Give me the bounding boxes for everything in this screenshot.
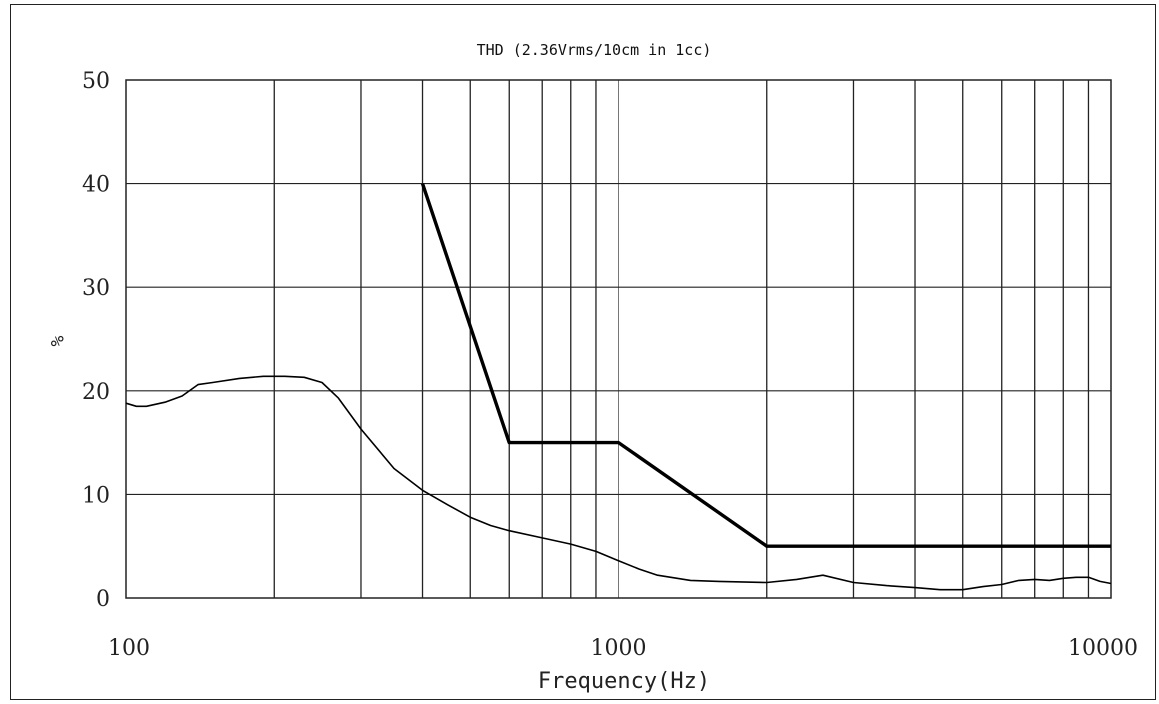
chart-title: THD (2.36Vrms/10cm in 1cc) [477, 41, 712, 59]
y-tick-labels: 0 10 20 30 40 50 [82, 69, 110, 612]
y-tick-label: 0 [96, 587, 110, 612]
grid [126, 80, 1111, 598]
thd-curve [125, 375, 1112, 591]
x-tick-label: 1000 [591, 636, 647, 661]
limit-line [420, 183, 1111, 548]
y-tick-label: 40 [82, 173, 110, 198]
y-tick-label: 10 [82, 483, 110, 508]
x-axis-label: Frequency(Hz) [538, 669, 710, 694]
y-tick-label: 20 [82, 380, 110, 405]
thd-chart: 0 10 20 30 40 50 100 1000 10000 THD (2.36Vrms/1… [46, 41, 1138, 694]
y-axis-label: % [46, 336, 67, 347]
series-layer [125, 183, 1112, 591]
x-tick-label: 100 [108, 636, 150, 661]
y-tick-label: 30 [82, 276, 110, 301]
plot-area-border [125, 79, 1112, 599]
x-tick-label: 10000 [1068, 636, 1138, 661]
chart-frame: 0 10 20 30 40 50 100 1000 10000 THD (2.36Vrms/1… [10, 4, 1156, 700]
y-tick-label: 50 [82, 69, 110, 94]
x-tick-labels: 100 1000 10000 [108, 636, 1138, 661]
